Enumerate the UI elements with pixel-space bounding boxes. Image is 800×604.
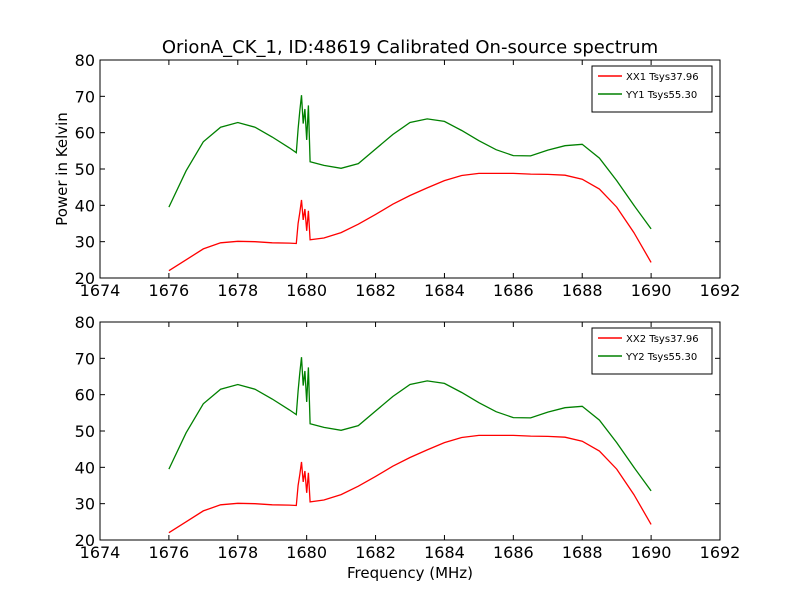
y-tick-label: 30: [75, 495, 95, 514]
x-tick-label: 1674: [80, 543, 121, 562]
legend-entry: YY2 Tsys55.30: [625, 352, 697, 363]
y-tick-label: 70: [75, 349, 95, 368]
y-tick-label: 60: [75, 124, 95, 143]
x-tick-label: 1688: [562, 543, 603, 562]
x-tick-label: 1686: [493, 543, 534, 562]
x-tick-label: 1676: [149, 281, 190, 300]
legend: XX1 Tsys37.96 YY1 Tsys55.30: [591, 65, 713, 113]
y-tick-label: 40: [75, 196, 95, 215]
x-tick-label: 1682: [355, 543, 396, 562]
x-tick-label: 1678: [217, 281, 258, 300]
x-axis-label: Frequency (MHz): [347, 564, 473, 582]
legend-entry: XX2 Tsys37.96: [626, 334, 699, 345]
y-tick-label: 40: [75, 458, 95, 477]
y-tick-label: 60: [75, 386, 95, 405]
subplot-2: 1674 1676 1678 1680 1682 1684 1686 1688 1690 1692…: [75, 313, 741, 582]
x-tick-label: 1690: [631, 543, 672, 562]
y-tick-label: 20: [75, 531, 95, 550]
x-tick-label: 1686: [493, 281, 534, 300]
y-tick-label: 50: [75, 422, 95, 441]
series-line-2: [168, 357, 652, 492]
x-tick-label: 1692: [700, 281, 741, 300]
y-tick-label: 20: [75, 269, 95, 288]
x-tick-label: 1678: [217, 543, 258, 562]
x-tick-label: 1682: [355, 281, 396, 300]
legend-entry: YY1 Tsys55.30: [625, 90, 697, 101]
x-tick-label: 1676: [149, 543, 190, 562]
legend-frame: [591, 65, 713, 113]
y-tick-label: 30: [75, 233, 95, 252]
x-tick-label: 1674: [80, 281, 121, 300]
y-tick-label: 80: [75, 51, 95, 70]
x-tick-label: 1690: [631, 281, 672, 300]
x-tick-label: 1684: [424, 281, 465, 300]
chart-title: OrionA_CK_1, ID:48619 Calibrated On-sour…: [162, 37, 658, 58]
series-line-1: [168, 434, 652, 534]
y-tick-label: 70: [75, 87, 95, 106]
x-tick-label: 1680: [286, 543, 327, 562]
y-tick-label: 80: [75, 313, 95, 332]
subplot-1: 1674 1676 1678 1680 1682 1684 1686 1688 1690 1692…: [53, 51, 740, 300]
y-tick-label: 50: [75, 160, 95, 179]
x-tick-label: 1680: [286, 281, 327, 300]
series-line-2: [168, 95, 652, 230]
x-tick-label: 1692: [700, 543, 741, 562]
legend: XX2 Tsys37.96 YY2 Tsys55.30: [591, 327, 713, 375]
y-axis-label: Power in Kelvin: [53, 112, 71, 226]
legend-frame: [591, 327, 713, 375]
x-tick-label: 1688: [562, 281, 603, 300]
legend-entry: XX1 Tsys37.96: [626, 72, 699, 83]
series-line-1: [168, 172, 652, 272]
x-tick-label: 1684: [424, 543, 465, 562]
